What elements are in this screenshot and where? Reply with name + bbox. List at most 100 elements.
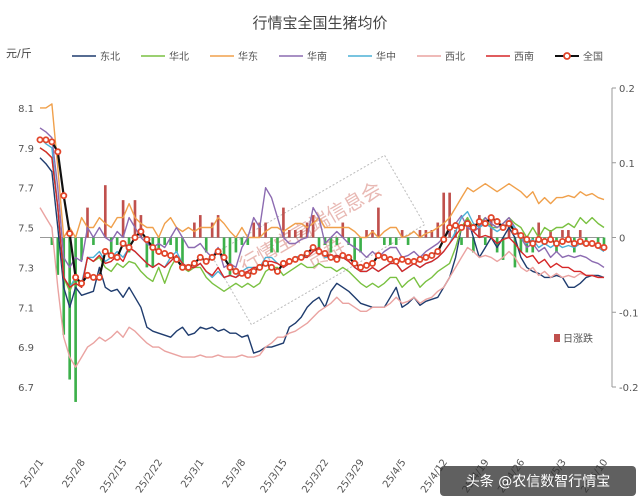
daily-change-bar bbox=[383, 237, 386, 245]
daily-change-bar bbox=[525, 237, 529, 253]
national-point bbox=[256, 263, 264, 271]
daily-change-bar bbox=[175, 237, 178, 253]
national-point bbox=[48, 138, 56, 146]
chart-title: 行情宝全国生猪均价 bbox=[252, 14, 387, 32]
national-point bbox=[321, 249, 329, 257]
daily-change-bar bbox=[139, 215, 143, 238]
y-tick-label: 7.1 bbox=[18, 303, 34, 314]
national-point bbox=[339, 251, 347, 259]
x-tick-label: 25/4/5 bbox=[381, 457, 408, 490]
daily-change-bar bbox=[109, 237, 113, 253]
national-point bbox=[107, 251, 115, 259]
national-point bbox=[303, 249, 311, 257]
daily-change-bar bbox=[483, 237, 487, 245]
national-point bbox=[113, 253, 121, 261]
y-tick-label: 7.9 bbox=[18, 144, 34, 155]
national-point bbox=[428, 251, 436, 259]
daily-change-bar bbox=[442, 192, 446, 238]
y-tick-label: 6.9 bbox=[18, 343, 34, 354]
series-line bbox=[39, 127, 605, 269]
national-point bbox=[309, 243, 317, 251]
x-tick-label: 25/2/8 bbox=[61, 457, 88, 490]
national-point bbox=[220, 253, 228, 261]
x-tick-label: 25/2/15 bbox=[98, 457, 129, 495]
x-tick-label: 25/2/1 bbox=[19, 457, 46, 490]
national-point bbox=[149, 243, 157, 251]
national-point bbox=[178, 263, 186, 271]
legend: 东北 华北 华东 华南 华中 西北 西南 全国 bbox=[72, 50, 603, 63]
national-point bbox=[416, 255, 424, 263]
national-point bbox=[262, 259, 270, 267]
daily-change-bar bbox=[258, 222, 261, 238]
x-tick-label: 25/2/22 bbox=[134, 457, 165, 495]
daily-change-bar bbox=[377, 207, 380, 238]
daily-change-bar bbox=[151, 237, 155, 268]
national-point bbox=[452, 222, 460, 230]
daily-change-bar bbox=[246, 237, 250, 245]
daily-change-bar bbox=[80, 237, 83, 260]
daily-change-bar bbox=[293, 230, 297, 238]
daily-change-bar bbox=[115, 237, 119, 245]
legend-label: 华南 bbox=[307, 50, 327, 63]
national-point bbox=[42, 136, 50, 144]
daily-change-bar bbox=[567, 230, 570, 238]
y-tick-label: 8.1 bbox=[18, 104, 34, 115]
national-point bbox=[564, 235, 572, 243]
daily-change-bar bbox=[602, 237, 606, 245]
national-point bbox=[505, 220, 513, 228]
daily-change-bar bbox=[121, 200, 125, 238]
national-point bbox=[238, 269, 246, 277]
national-point bbox=[404, 257, 412, 265]
daily-change-bar bbox=[193, 222, 196, 238]
national-point bbox=[523, 235, 531, 243]
daily-change-bar bbox=[74, 237, 77, 402]
y-tick-label: 7.5 bbox=[18, 224, 34, 235]
daily-change-bar bbox=[240, 237, 244, 245]
daily-change-bar bbox=[311, 215, 315, 238]
x-tick-label: 25/3/29 bbox=[336, 457, 367, 495]
national-point bbox=[167, 251, 175, 259]
national-point bbox=[279, 259, 287, 267]
national-point bbox=[214, 247, 222, 255]
national-point bbox=[357, 263, 365, 271]
daily-change-bar bbox=[388, 237, 392, 245]
y2-tick-label: 0.1 bbox=[619, 159, 635, 170]
national-point bbox=[190, 259, 198, 267]
national-point bbox=[511, 228, 519, 236]
national-point bbox=[226, 263, 234, 271]
national-point bbox=[66, 230, 74, 238]
national-point bbox=[392, 257, 400, 265]
national-point bbox=[517, 232, 525, 240]
national-point bbox=[78, 279, 86, 287]
national-point bbox=[285, 257, 293, 265]
legend-label: 全国 bbox=[583, 50, 603, 63]
y-tick-label: 6.7 bbox=[18, 383, 34, 394]
y-axis-label: 元/斤 bbox=[6, 47, 32, 60]
national-point bbox=[440, 235, 448, 243]
national-point bbox=[594, 241, 602, 249]
national-point bbox=[327, 253, 335, 261]
legend-label: 华北 bbox=[169, 50, 189, 63]
national-point bbox=[588, 239, 596, 247]
national-point bbox=[125, 243, 133, 251]
daily-change-bar bbox=[329, 237, 333, 253]
national-series-markers bbox=[36, 136, 608, 287]
series-line bbox=[40, 103, 605, 239]
daily-change-bar bbox=[270, 237, 273, 253]
y-tick-label: 7.3 bbox=[18, 263, 34, 274]
national-point bbox=[101, 247, 109, 255]
daily-change-bar bbox=[181, 237, 184, 268]
daily-change-bar bbox=[418, 230, 422, 238]
watermark-frame bbox=[210, 154, 426, 326]
national-point bbox=[60, 192, 68, 200]
daily-change-bar bbox=[133, 200, 137, 238]
daily-change-bar bbox=[519, 237, 523, 253]
national-point bbox=[582, 239, 590, 247]
national-point bbox=[95, 273, 103, 281]
daily-change-bar bbox=[56, 237, 60, 275]
daily-change-bar bbox=[335, 237, 339, 245]
national-point bbox=[434, 247, 442, 255]
daily-change-bar bbox=[341, 222, 345, 238]
footer-text: 头条 @农信数智行情宝 bbox=[466, 473, 610, 490]
